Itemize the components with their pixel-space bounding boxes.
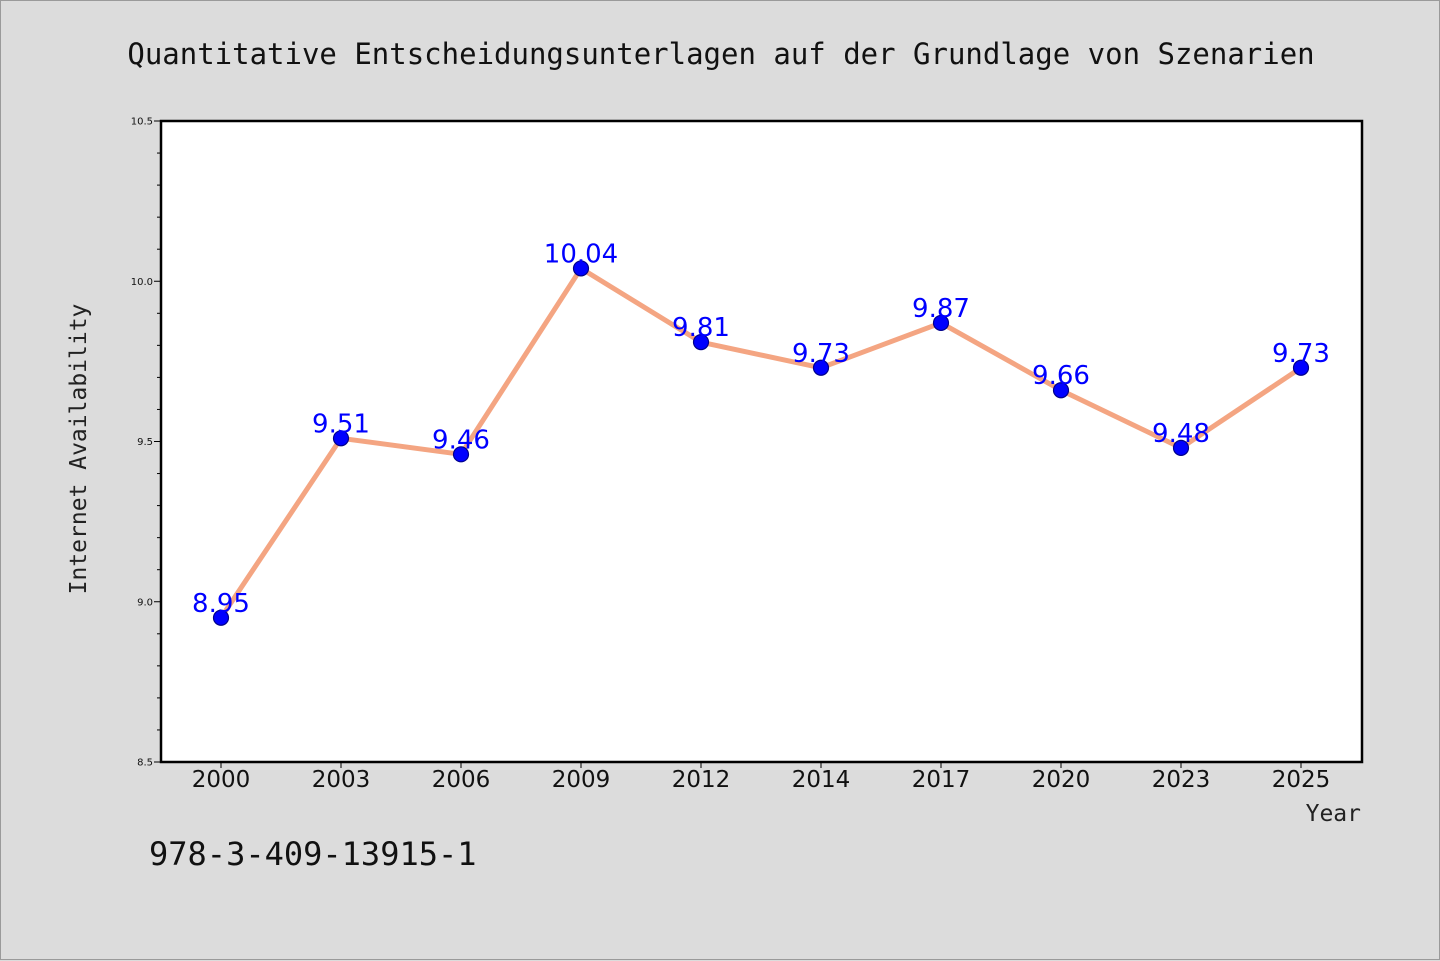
chart-title: Quantitative Entscheidungsunterlagen auf… xyxy=(127,37,1314,71)
data-label-2009: 10.04 xyxy=(544,239,618,269)
data-markers xyxy=(212,260,1310,626)
data-labels: 8.95 9.51 9.46 10.04 9.81 9.73 9.87 9.66 9.48 9.7… xyxy=(192,239,1330,618)
data-point-2020 xyxy=(1052,382,1070,399)
data-point-2025 xyxy=(1292,359,1310,376)
data-point-2023 xyxy=(1172,439,1190,457)
data-label-2025: 9.73 xyxy=(1272,339,1330,369)
x-tick-label: 2020 xyxy=(1032,767,1091,793)
data-label-2000: 8.95 xyxy=(192,589,250,619)
data-label-2023: 9.48 xyxy=(1152,419,1210,449)
data-point-2014 xyxy=(812,359,830,376)
data-point-2003 xyxy=(332,430,350,447)
x-tick-label: 2012 xyxy=(672,767,731,793)
x-tick-label: 2000 xyxy=(192,767,251,793)
y-tick-label: 8.5 xyxy=(137,758,153,769)
data-label-2006: 9.46 xyxy=(432,425,490,455)
data-point-2006 xyxy=(452,446,470,463)
x-tick-label: 2025 xyxy=(1272,767,1331,793)
y-tick-label: 10.0 xyxy=(131,277,153,288)
x-tick-label: 2017 xyxy=(912,767,971,793)
y-axis: 8.5 9.0 9.5 10.0 10.5 xyxy=(131,117,161,769)
y-tick-label: 9.0 xyxy=(137,597,153,608)
data-label-2020: 9.66 xyxy=(1032,361,1090,391)
x-tick-label: 2009 xyxy=(552,767,611,793)
y-tick-label: 9.5 xyxy=(137,437,153,448)
isbn-text: 978-3-409-13915-1 xyxy=(149,835,477,873)
x-tick-label: 2006 xyxy=(432,767,491,793)
series-line xyxy=(218,265,1303,620)
series-line-group xyxy=(218,265,1303,620)
x-tick-label: 2014 xyxy=(792,767,851,793)
x-axis-label: Year xyxy=(1306,801,1361,827)
data-label-2014: 9.73 xyxy=(792,339,850,369)
x-tick-label: 2023 xyxy=(1152,767,1211,793)
data-point-2000 xyxy=(212,609,230,626)
data-point-2012 xyxy=(692,334,710,351)
x-axis: 2000 2003 2006 2009 2012 2014 2017 2020 2023 2025 xyxy=(192,762,1331,793)
x-tick-label: 2003 xyxy=(312,767,371,793)
data-label-2017: 9.87 xyxy=(912,294,970,324)
data-label-2012: 9.81 xyxy=(672,313,730,343)
data-point-2017 xyxy=(932,314,950,332)
data-label-2003: 9.51 xyxy=(312,409,370,439)
y-tick-label: 10.5 xyxy=(131,117,153,128)
data-point-2009 xyxy=(572,260,590,277)
y-axis-label: Internet Availability xyxy=(66,304,92,595)
